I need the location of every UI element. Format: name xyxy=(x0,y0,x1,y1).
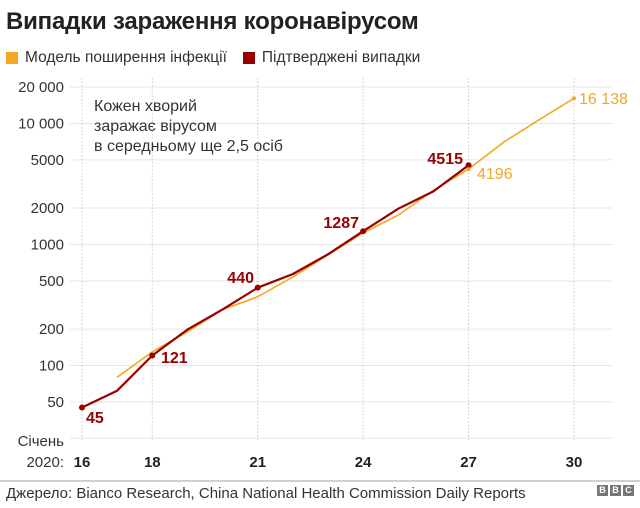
x-axis-ticks: 16 18 21 24 27 30 xyxy=(74,454,583,471)
legend-label-confirmed: Підтверджені випадки xyxy=(261,49,421,66)
confirmed-series-line xyxy=(81,164,470,409)
bbc-logo-b2: B xyxy=(610,485,621,496)
chart-title: Випадки зараження коронавірусом xyxy=(6,8,419,35)
annotation-line-3: в середньому ще 2,5 осіб xyxy=(94,138,283,155)
y-tick-label: 10 000 xyxy=(18,115,64,132)
label-confirmed-27: 4515 xyxy=(427,151,463,168)
x-tick-label: 27 xyxy=(460,454,477,471)
x-axis-prefix-month: Січень xyxy=(18,433,65,450)
bbc-logo: B B C xyxy=(595,485,634,496)
label-model-27: 4196 xyxy=(477,166,513,183)
y-axis-ticks: 20 000 10 000 5000 2000 1000 500 200 100 50 xyxy=(18,79,64,411)
label-confirmed-21: 440 xyxy=(227,270,254,287)
legend-item-model: Модель поширення інфекції xyxy=(6,49,227,67)
y-tick-label: 1000 xyxy=(31,237,64,254)
label-confirmed-18: 121 xyxy=(161,350,188,367)
x-tick-label: 18 xyxy=(144,454,161,471)
annotation-line-2: заражає вірусом xyxy=(94,118,217,135)
y-tick-label: 5000 xyxy=(31,152,64,169)
data-point-markers xyxy=(79,96,576,411)
legend-swatch-model xyxy=(6,52,18,64)
label-model-30: 16 138 xyxy=(579,91,628,108)
x-tick-label: 21 xyxy=(249,454,266,471)
annotation-line-1: Кожен хворий xyxy=(94,98,197,115)
label-confirmed-24: 1287 xyxy=(323,215,359,232)
label-confirmed-16: 45 xyxy=(86,410,104,427)
y-tick-label: 200 xyxy=(39,321,64,338)
chart-plot: 20 000 10 000 5000 2000 1000 500 200 100 50 16 18… xyxy=(18,78,628,471)
x-tick-label: 16 xyxy=(74,454,91,471)
footer-divider xyxy=(0,480,640,482)
x-axis-prefix-year: 2020: xyxy=(26,454,64,471)
y-tick-label: 20 000 xyxy=(18,79,64,96)
source-note: Джерело: Bianco Research, China National… xyxy=(6,485,526,502)
legend-item-confirmed: Підтверджені випадки xyxy=(242,49,421,67)
x-tick-label: 30 xyxy=(566,454,583,471)
y-tick-label: 500 xyxy=(39,273,64,290)
x-tick-label: 24 xyxy=(355,454,372,471)
legend: Модель поширення інфекції Підтверджені в… xyxy=(6,49,436,67)
y-tick-label: 100 xyxy=(39,358,64,375)
bbc-logo-c: C xyxy=(623,485,634,496)
y-tick-label: 2000 xyxy=(31,200,64,217)
y-tick-label: 50 xyxy=(47,394,64,411)
legend-swatch-confirmed xyxy=(242,52,255,64)
bbc-logo-b1: B xyxy=(597,485,608,496)
legend-label-model: Модель поширення інфекції xyxy=(25,49,227,66)
grid-lines xyxy=(70,78,612,440)
